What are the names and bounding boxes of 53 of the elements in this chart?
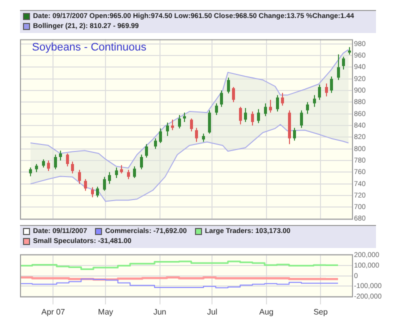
candlestick	[195, 127, 198, 142]
candlestick	[154, 138, 157, 150]
candlestick	[171, 119, 174, 131]
candlestick	[166, 122, 169, 136]
x-tick-label: Sep	[313, 307, 328, 316]
x-tick-label: May	[98, 307, 114, 316]
candlestick	[133, 166, 136, 178]
candlestick	[78, 169, 81, 184]
candlestick	[293, 127, 296, 142]
candlestick	[232, 86, 235, 103]
candlestick	[306, 102, 309, 114]
candlestick	[140, 154, 143, 170]
x-tick-label: Jun	[153, 307, 166, 316]
x-tick-label: Apr 07	[41, 307, 66, 316]
candlestick	[276, 94, 279, 112]
candlestick	[325, 83, 328, 97]
candlestick	[342, 56, 345, 70]
x-tick-label: Jul	[207, 307, 218, 316]
candlestick	[47, 160, 50, 172]
candlestick	[190, 118, 193, 132]
candlestick	[91, 186, 94, 198]
candlestick	[66, 152, 69, 167]
candlestick	[183, 112, 186, 123]
candlestick	[96, 186, 99, 198]
candlestick	[108, 172, 111, 184]
candlestick	[220, 90, 223, 108]
candlestick	[54, 154, 57, 170]
candlestick	[300, 110, 303, 128]
candlestick	[84, 178, 87, 192]
candlestick	[127, 169, 130, 180]
candlestick	[264, 102, 267, 117]
candlestick	[59, 150, 62, 161]
candlestick	[145, 144, 148, 158]
candlestick	[71, 161, 74, 174]
chart-title: Soybeans - Continuous	[32, 42, 147, 54]
candlestick	[103, 176, 106, 192]
candlestick	[227, 77, 230, 94]
candlestick	[313, 94, 316, 108]
candlestick	[208, 110, 211, 134]
candlestick	[337, 54, 340, 81]
candlestick	[257, 108, 260, 124]
candlestick	[159, 128, 162, 144]
candlestick	[239, 106, 242, 125]
candlestick	[178, 114, 181, 129]
candlestick	[251, 111, 254, 126]
candlestick	[281, 92, 284, 106]
candlestick	[244, 108, 247, 123]
candlestick	[269, 99, 272, 114]
candlestick	[115, 166, 118, 178]
x-tick-label: Aug	[259, 307, 274, 316]
candlestick	[318, 84, 321, 100]
candlestick	[330, 76, 333, 94]
candlestick	[215, 102, 218, 116]
